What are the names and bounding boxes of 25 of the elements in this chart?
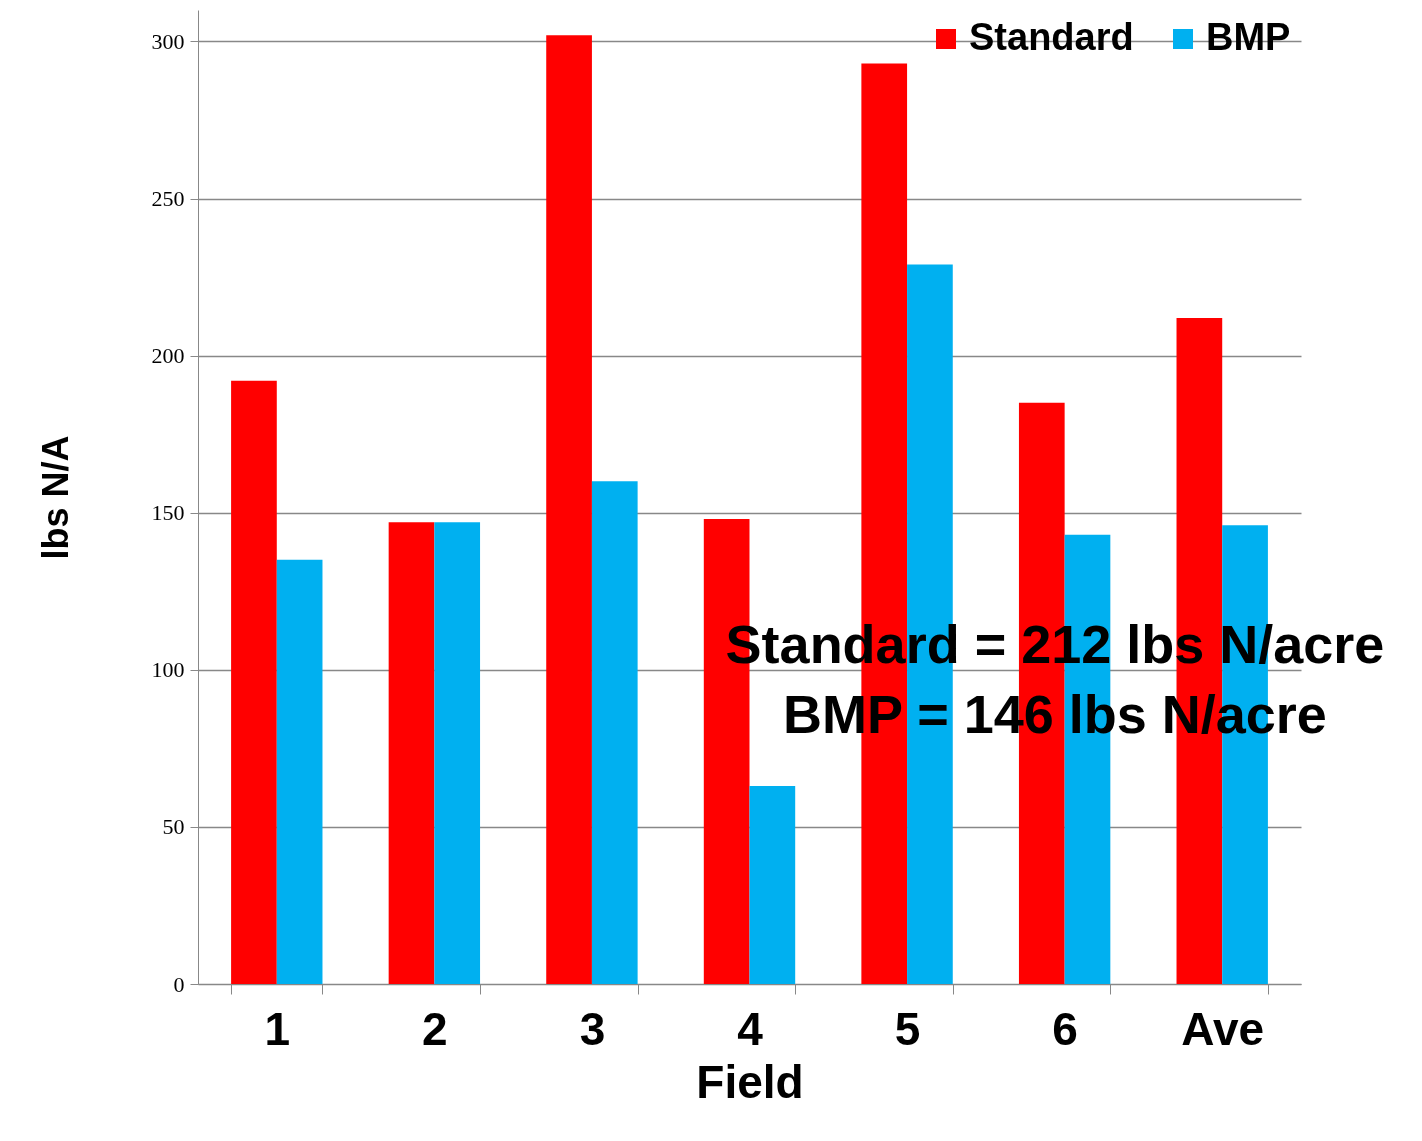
y-tick-label: 200 bbox=[151, 343, 185, 369]
x-tick-label: 2 bbox=[422, 1002, 448, 1055]
y-tick-label: 300 bbox=[151, 28, 185, 54]
legend-label: BMP bbox=[1206, 16, 1291, 58]
x-tick-label: 3 bbox=[579, 1002, 606, 1055]
x-tick-label: 6 bbox=[1052, 1002, 1078, 1055]
bar bbox=[434, 522, 481, 984]
bar bbox=[546, 35, 592, 984]
x-axis-title: Field bbox=[696, 1055, 804, 1108]
x-tick-label: 4 bbox=[737, 1002, 764, 1055]
bar bbox=[388, 522, 435, 984]
y-tick-label: 0 bbox=[173, 971, 185, 997]
y-tick-label: 250 bbox=[151, 186, 185, 212]
x-tick-label: 1 bbox=[264, 1002, 291, 1055]
y-tick-label: 100 bbox=[151, 657, 185, 683]
y-axis-title: lbs N/A bbox=[34, 435, 76, 560]
y-tick-label: 150 bbox=[151, 500, 185, 526]
bar bbox=[749, 786, 796, 984]
bar bbox=[591, 481, 638, 984]
x-tick-label: 5 bbox=[894, 1002, 921, 1055]
y-tick-label: 50 bbox=[162, 814, 185, 840]
legend-label: Standard bbox=[969, 16, 1134, 58]
x-tick-label: Ave bbox=[1181, 1002, 1265, 1055]
bar bbox=[231, 380, 277, 984]
bar bbox=[276, 559, 323, 984]
